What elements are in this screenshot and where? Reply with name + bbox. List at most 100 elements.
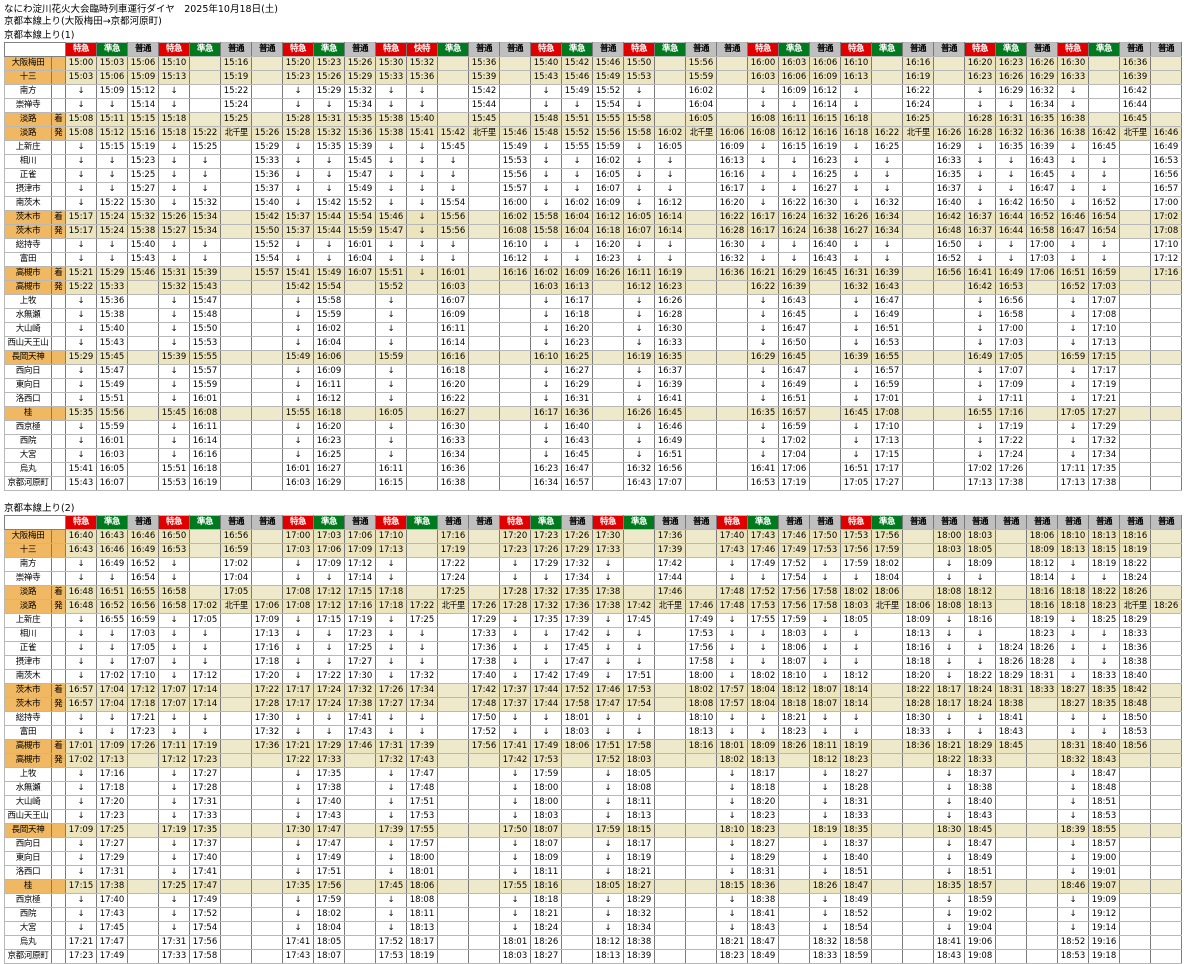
time-cell-empty[interactable]	[778, 921, 810, 936]
pass-through-cell[interactable]: ↓	[375, 641, 407, 656]
time-cell-empty[interactable]	[685, 420, 717, 435]
time-cell-empty[interactable]	[933, 84, 965, 99]
pass-through-cell[interactable]: ↓	[1057, 655, 1089, 670]
time-cell-empty[interactable]	[1026, 949, 1058, 964]
time-cell-empty[interactable]	[406, 476, 438, 491]
time-cell[interactable]: 17:00	[1026, 238, 1058, 253]
time-cell[interactable]: 16:50	[158, 529, 190, 544]
train-type-futsu[interactable]: 普通	[437, 515, 469, 530]
time-cell-empty[interactable]	[871, 767, 903, 782]
time-cell-empty[interactable]	[127, 364, 159, 379]
time-cell-empty[interactable]	[251, 921, 283, 936]
time-cell[interactable]: 18:28	[840, 781, 872, 796]
time-cell[interactable]: 17:15	[313, 613, 345, 628]
time-cell[interactable]: 16:21	[747, 266, 779, 281]
time-cell[interactable]: 16:50	[778, 336, 810, 351]
time-cell-empty[interactable]	[251, 462, 283, 477]
time-cell-empty[interactable]	[1119, 879, 1151, 894]
time-cell[interactable]: 15:31	[158, 266, 190, 281]
pass-through-cell[interactable]: ↓	[747, 308, 779, 323]
time-cell-empty[interactable]	[1026, 322, 1058, 337]
time-cell-empty[interactable]	[437, 879, 469, 894]
time-cell[interactable]: 17:49	[747, 557, 779, 572]
time-cell[interactable]: 16:06	[716, 126, 748, 141]
time-cell-empty[interactable]	[685, 795, 717, 810]
time-cell[interactable]: 17:45	[623, 613, 655, 628]
time-cell-empty[interactable]	[1150, 462, 1182, 477]
time-cell[interactable]: 18:07	[778, 655, 810, 670]
time-cell[interactable]: 16:53	[747, 476, 779, 491]
time-cell[interactable]: 17:56	[778, 599, 810, 614]
time-cell[interactable]: 18:05	[623, 767, 655, 782]
time-cell-empty[interactable]	[902, 420, 934, 435]
time-cell-empty[interactable]	[437, 949, 469, 964]
time-cell[interactable]: 16:31	[840, 266, 872, 281]
pass-through-cell[interactable]: ↓	[530, 322, 562, 337]
pass-through-cell[interactable]: ↓	[65, 154, 97, 169]
train-type-futsu[interactable]: 普通	[344, 42, 376, 57]
time-cell[interactable]: 17:19	[158, 823, 190, 838]
time-cell[interactable]: 16:40	[561, 420, 593, 435]
time-cell[interactable]: 19:06	[964, 935, 996, 950]
time-cell-empty[interactable]	[499, 350, 531, 365]
pass-through-cell[interactable]: ↓	[1057, 767, 1089, 782]
train-type-junkyu[interactable]: 準急	[995, 42, 1027, 57]
time-cell-empty[interactable]	[437, 655, 469, 670]
pass-through-cell[interactable]: ↓	[65, 893, 97, 908]
time-cell[interactable]: 15:36	[96, 294, 128, 309]
time-cell-empty[interactable]	[902, 529, 934, 544]
time-cell-empty[interactable]	[437, 98, 469, 113]
time-cell[interactable]: 16:20	[716, 196, 748, 211]
time-cell-empty[interactable]	[251, 294, 283, 309]
time-cell[interactable]: 17:06	[344, 529, 376, 544]
time-cell[interactable]: 17:05	[127, 641, 159, 656]
time-cell[interactable]: 15:36	[406, 70, 438, 85]
pass-through-cell[interactable]: ↓	[871, 252, 903, 267]
time-cell-empty[interactable]	[716, 392, 748, 407]
time-cell-empty[interactable]	[1088, 70, 1120, 85]
time-cell[interactable]: 18:52	[1057, 935, 1089, 950]
time-cell[interactable]: 16:56	[995, 294, 1027, 309]
pass-through-cell[interactable]: ↓	[375, 921, 407, 936]
time-cell[interactable]: 18:01	[561, 711, 593, 726]
time-cell-empty[interactable]	[1026, 851, 1058, 866]
time-cell-empty[interactable]	[809, 364, 841, 379]
time-cell[interactable]: 15:42	[313, 196, 345, 211]
time-cell[interactable]: 15:09	[127, 70, 159, 85]
time-cell-empty[interactable]	[902, 392, 934, 407]
time-cell[interactable]: 18:06	[902, 599, 934, 614]
time-cell-empty[interactable]	[685, 294, 717, 309]
time-cell[interactable]: 17:58	[623, 739, 655, 754]
time-cell[interactable]: 16:45	[840, 406, 872, 421]
time-cell-empty[interactable]	[685, 837, 717, 852]
time-cell[interactable]: 18:48	[1088, 781, 1120, 796]
time-cell-empty[interactable]	[251, 308, 283, 323]
time-cell[interactable]: 16:51	[778, 392, 810, 407]
pass-through-cell[interactable]: ↓	[65, 795, 97, 810]
time-cell[interactable]: 15:32	[127, 210, 159, 225]
time-cell-empty[interactable]	[685, 865, 717, 880]
time-cell-empty[interactable]	[1026, 294, 1058, 309]
time-cell-empty[interactable]	[220, 907, 252, 922]
pass-through-cell[interactable]: ↓	[778, 154, 810, 169]
time-cell[interactable]: 15:08	[65, 112, 97, 127]
time-cell[interactable]: 16:59	[127, 613, 159, 628]
time-cell-empty[interactable]	[251, 448, 283, 463]
time-cell[interactable]: 15:54	[313, 280, 345, 295]
pass-through-cell[interactable]: ↓	[1057, 809, 1089, 824]
pass-through-cell[interactable]: ↓	[282, 627, 314, 642]
time-cell-empty[interactable]	[1150, 448, 1182, 463]
time-cell[interactable]: 17:13	[375, 543, 407, 558]
time-cell[interactable]: 18:02	[313, 907, 345, 922]
pass-through-cell[interactable]: ↓	[375, 907, 407, 922]
time-cell[interactable]: 17:15	[65, 879, 97, 894]
time-cell[interactable]: 18:12	[1026, 557, 1058, 572]
train-type-futsu[interactable]: 普通	[251, 42, 283, 57]
time-cell-empty[interactable]	[654, 669, 686, 684]
time-cell-empty[interactable]	[561, 865, 593, 880]
destination-cell[interactable]: 北千里	[902, 126, 934, 141]
pass-through-cell[interactable]: ↓	[158, 865, 190, 880]
time-cell[interactable]: 15:41	[282, 266, 314, 281]
time-cell[interactable]: 15:32	[406, 56, 438, 71]
time-cell-empty[interactable]	[437, 697, 469, 712]
